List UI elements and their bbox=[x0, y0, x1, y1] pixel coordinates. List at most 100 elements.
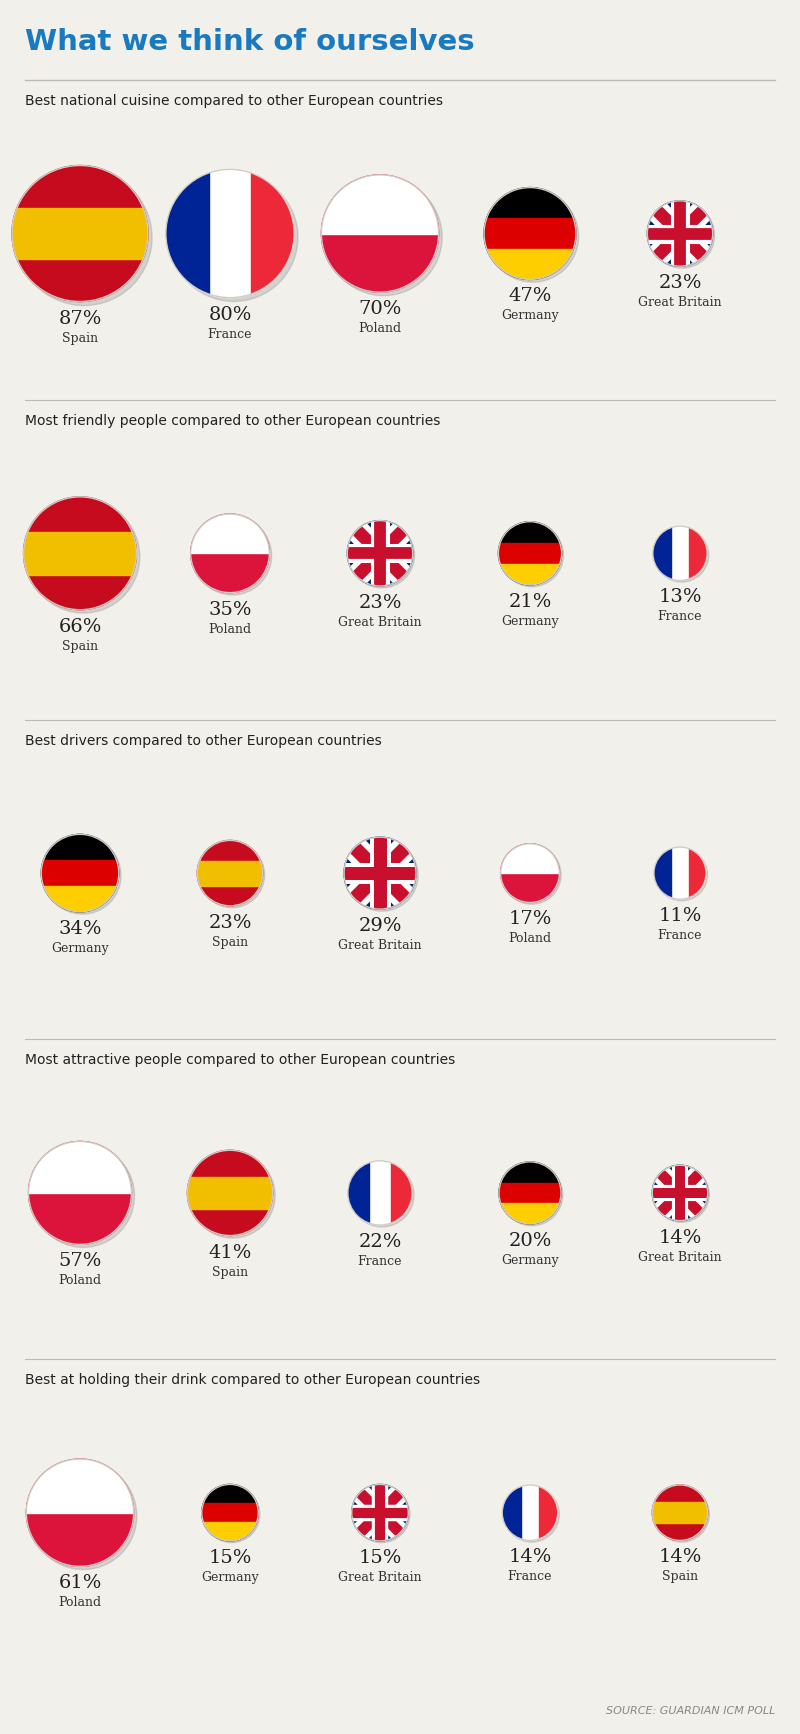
Circle shape bbox=[26, 1458, 134, 1566]
Bar bbox=[654, 846, 671, 900]
Text: Great Britain: Great Britain bbox=[338, 940, 422, 952]
Circle shape bbox=[652, 1484, 708, 1540]
Circle shape bbox=[499, 1162, 561, 1224]
Bar bbox=[539, 1484, 558, 1540]
Circle shape bbox=[500, 524, 563, 586]
Circle shape bbox=[322, 175, 438, 291]
Circle shape bbox=[499, 1162, 561, 1224]
Text: Best at holding their drink compared to other European countries: Best at holding their drink compared to … bbox=[25, 1373, 480, 1387]
Circle shape bbox=[654, 846, 706, 900]
Text: Best national cuisine compared to other European countries: Best national cuisine compared to other … bbox=[25, 94, 443, 108]
Text: 23%: 23% bbox=[658, 274, 702, 293]
Circle shape bbox=[23, 498, 137, 610]
Text: Great Britain: Great Britain bbox=[638, 297, 722, 309]
Text: 35%: 35% bbox=[208, 600, 252, 619]
Text: France: France bbox=[208, 328, 252, 340]
Circle shape bbox=[198, 841, 262, 905]
Circle shape bbox=[501, 1164, 563, 1226]
Circle shape bbox=[322, 175, 438, 291]
Bar bbox=[251, 170, 294, 298]
Text: 14%: 14% bbox=[658, 1548, 702, 1566]
Text: Great Britain: Great Britain bbox=[338, 616, 422, 629]
Circle shape bbox=[29, 1141, 131, 1245]
Text: 14%: 14% bbox=[508, 1548, 552, 1566]
Circle shape bbox=[652, 1165, 708, 1221]
Bar bbox=[348, 1160, 370, 1224]
Text: Germany: Germany bbox=[51, 942, 109, 955]
Text: 61%: 61% bbox=[58, 1574, 102, 1592]
Bar bbox=[42, 860, 118, 886]
Circle shape bbox=[350, 522, 414, 588]
Text: Germany: Germany bbox=[501, 1254, 559, 1268]
Text: 80%: 80% bbox=[208, 305, 252, 324]
Text: Spain: Spain bbox=[212, 1266, 248, 1278]
Circle shape bbox=[23, 498, 137, 610]
Text: Best drivers compared to other European countries: Best drivers compared to other European … bbox=[25, 733, 382, 747]
Circle shape bbox=[42, 834, 118, 912]
Text: Spain: Spain bbox=[62, 640, 98, 652]
Circle shape bbox=[653, 525, 707, 581]
Circle shape bbox=[352, 1484, 408, 1542]
Text: Germany: Germany bbox=[201, 1571, 259, 1583]
Text: Poland: Poland bbox=[58, 1274, 102, 1287]
Circle shape bbox=[348, 1160, 412, 1224]
Circle shape bbox=[29, 1141, 131, 1245]
Circle shape bbox=[655, 848, 708, 900]
Text: 21%: 21% bbox=[508, 593, 552, 610]
Bar bbox=[166, 170, 209, 298]
Text: 70%: 70% bbox=[358, 300, 402, 317]
Circle shape bbox=[501, 844, 559, 902]
Circle shape bbox=[484, 187, 576, 279]
Circle shape bbox=[26, 1458, 134, 1566]
Text: 13%: 13% bbox=[658, 588, 702, 607]
Text: SOURCE: GUARDIAN ICM POLL: SOURCE: GUARDIAN ICM POLL bbox=[606, 1706, 775, 1717]
Circle shape bbox=[654, 527, 709, 583]
Circle shape bbox=[166, 170, 294, 298]
Text: France: France bbox=[658, 610, 702, 624]
Circle shape bbox=[647, 201, 713, 267]
Bar bbox=[202, 1522, 258, 1542]
Circle shape bbox=[190, 513, 270, 593]
Circle shape bbox=[499, 1162, 561, 1224]
Circle shape bbox=[193, 517, 272, 595]
Circle shape bbox=[498, 522, 562, 584]
Text: 15%: 15% bbox=[208, 1548, 252, 1568]
Circle shape bbox=[190, 1153, 275, 1238]
Bar bbox=[202, 1503, 258, 1522]
Circle shape bbox=[166, 170, 294, 298]
Bar bbox=[42, 886, 118, 912]
Text: Most attractive people compared to other European countries: Most attractive people compared to other… bbox=[25, 1053, 455, 1068]
Text: Poland: Poland bbox=[209, 623, 251, 636]
Circle shape bbox=[347, 520, 413, 586]
Circle shape bbox=[502, 846, 561, 903]
Circle shape bbox=[650, 203, 714, 269]
Text: Poland: Poland bbox=[358, 323, 402, 335]
Circle shape bbox=[484, 187, 576, 279]
Text: 14%: 14% bbox=[658, 1229, 702, 1247]
Circle shape bbox=[354, 1486, 410, 1543]
Circle shape bbox=[347, 520, 413, 586]
Text: Poland: Poland bbox=[58, 1597, 102, 1609]
Bar bbox=[689, 525, 707, 581]
Circle shape bbox=[27, 501, 140, 614]
Circle shape bbox=[348, 1160, 412, 1224]
Text: Spain: Spain bbox=[212, 936, 248, 948]
Circle shape bbox=[502, 1484, 558, 1540]
Text: 11%: 11% bbox=[658, 907, 702, 926]
Text: 41%: 41% bbox=[208, 1243, 252, 1262]
Circle shape bbox=[654, 846, 706, 900]
Text: France: France bbox=[508, 1571, 552, 1583]
Circle shape bbox=[348, 1160, 412, 1224]
Circle shape bbox=[654, 1486, 710, 1542]
Circle shape bbox=[346, 839, 418, 912]
Bar bbox=[499, 1203, 561, 1224]
Circle shape bbox=[16, 170, 152, 305]
Circle shape bbox=[654, 846, 706, 900]
Circle shape bbox=[498, 522, 562, 584]
Circle shape bbox=[502, 1484, 558, 1540]
Text: Germany: Germany bbox=[501, 616, 559, 628]
Bar bbox=[652, 1502, 708, 1522]
Circle shape bbox=[187, 1150, 273, 1236]
Circle shape bbox=[325, 179, 442, 295]
Circle shape bbox=[350, 1164, 414, 1228]
